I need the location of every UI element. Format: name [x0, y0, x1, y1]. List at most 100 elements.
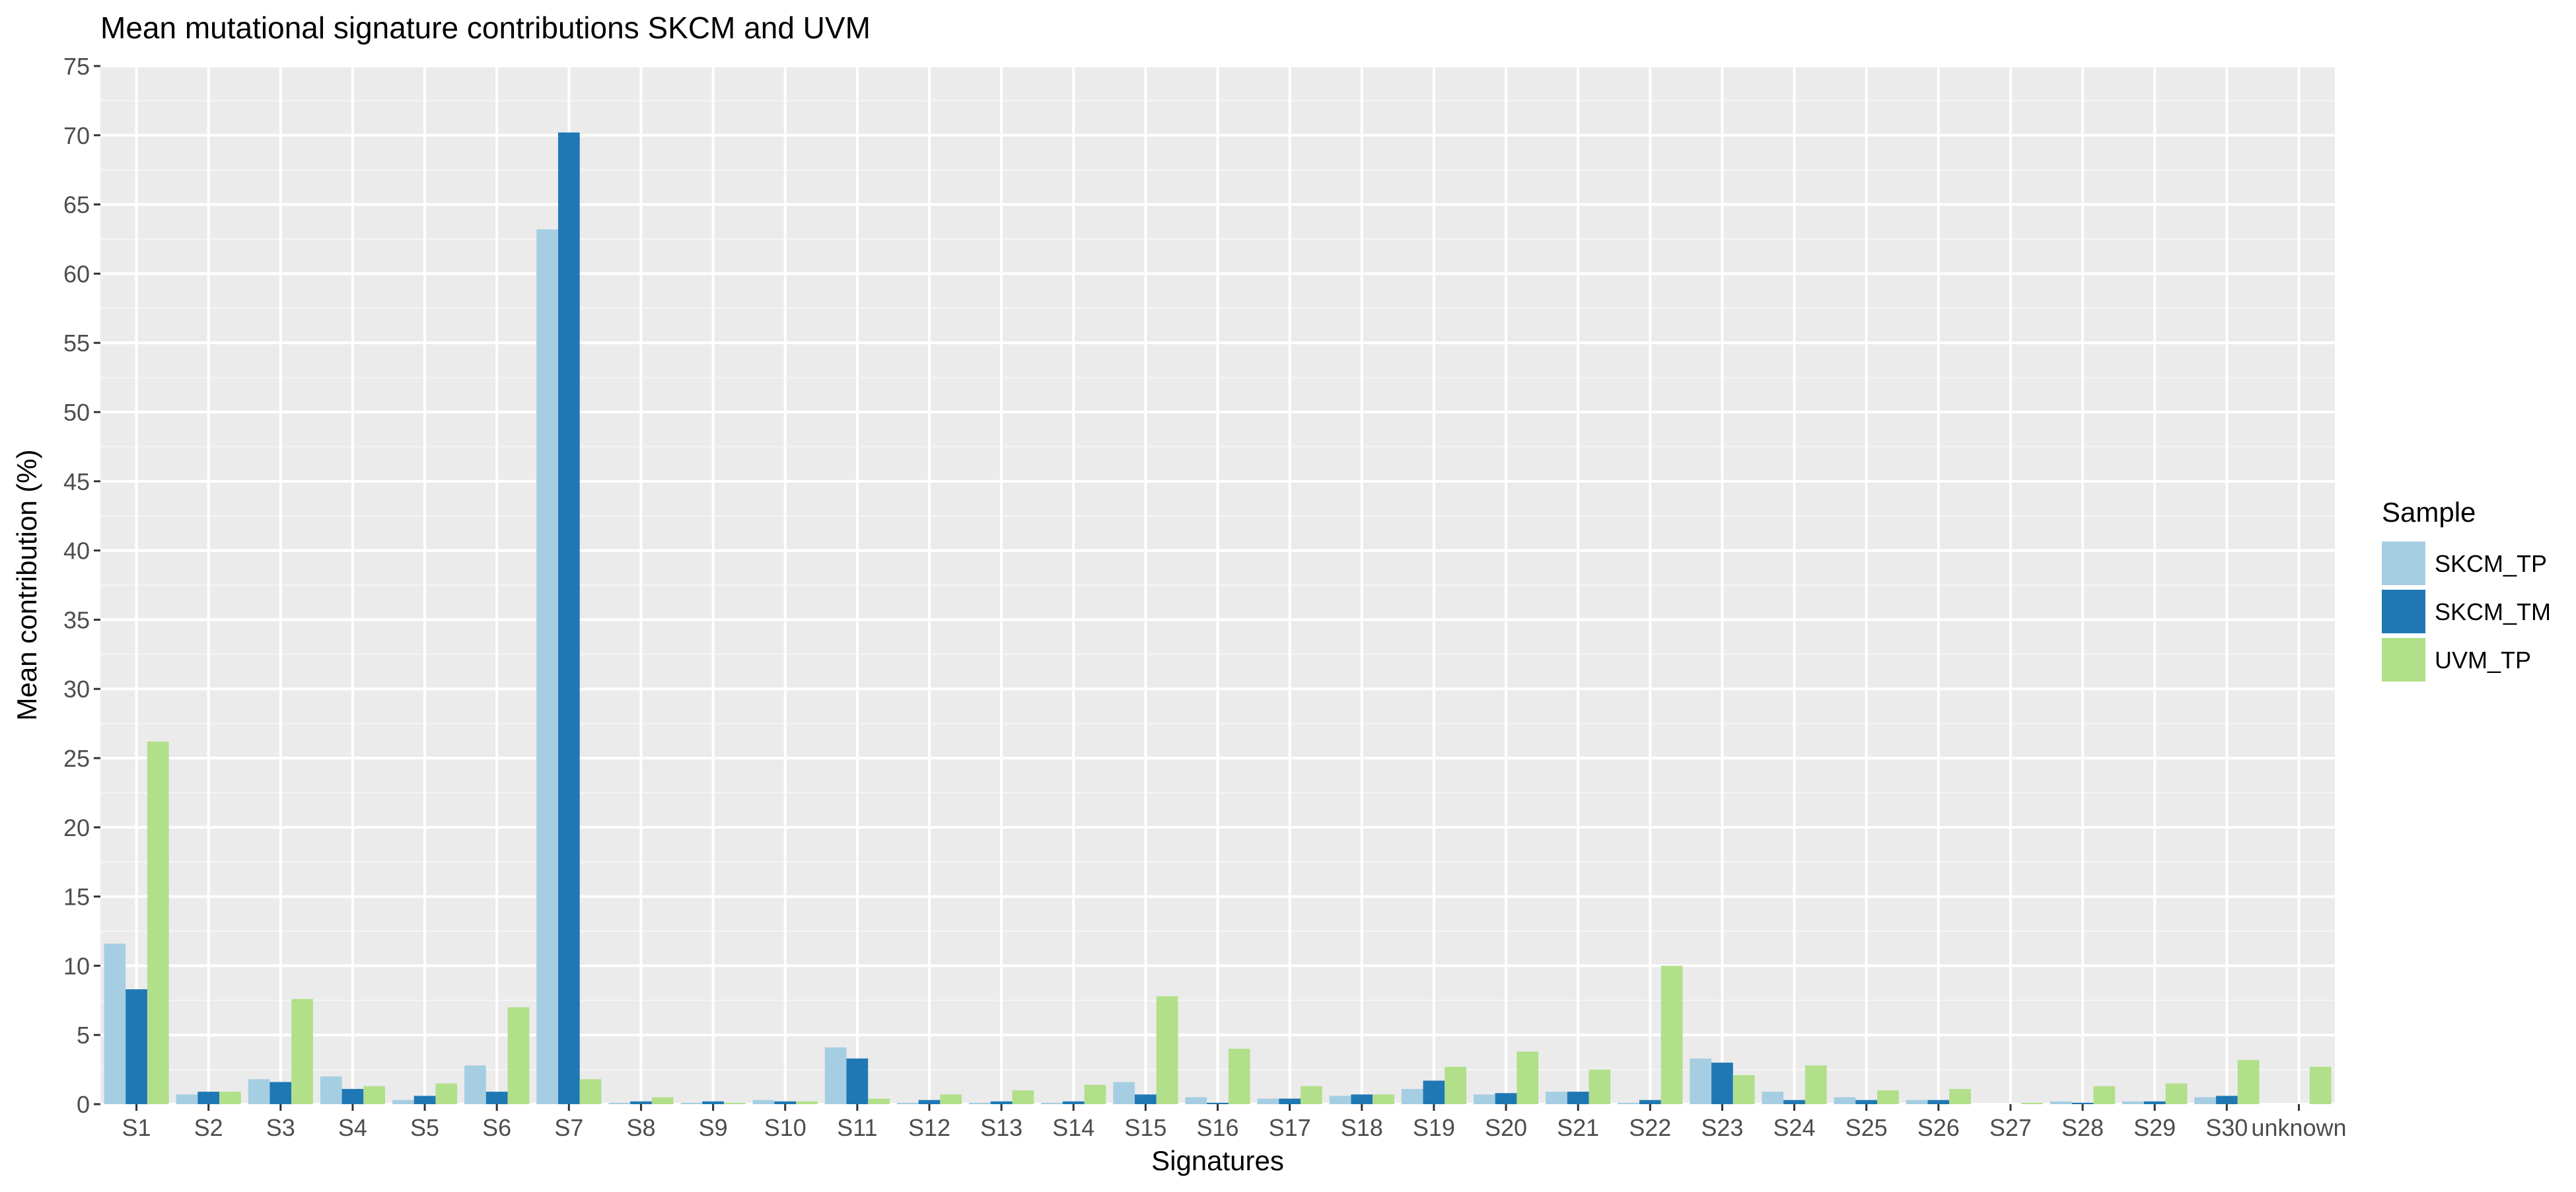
- y-tick-label: 15: [63, 884, 90, 911]
- bar: [1473, 1094, 1495, 1104]
- bar: [1300, 1086, 1322, 1104]
- bar: [1855, 1100, 1878, 1104]
- bar: [824, 1047, 847, 1104]
- x-tick-label: S23: [1701, 1114, 1743, 1141]
- bar: [1351, 1094, 1373, 1104]
- x-tick-label: S7: [554, 1114, 583, 1141]
- x-tick-label: S20: [1485, 1114, 1527, 1141]
- x-tick-label: S21: [1557, 1114, 1599, 1141]
- bar: [363, 1086, 386, 1104]
- y-tick-label: 55: [63, 330, 90, 357]
- bar: [219, 1092, 241, 1104]
- bar: [2309, 1067, 2332, 1104]
- bar: [630, 1101, 652, 1104]
- bar: [248, 1079, 270, 1104]
- bar: [1949, 1088, 1971, 1104]
- bar: [1805, 1065, 1827, 1104]
- y-tick-label: 40: [63, 538, 90, 565]
- bar: [990, 1101, 1013, 1104]
- bar: [1445, 1067, 1466, 1104]
- bar: [291, 999, 313, 1104]
- bar: [536, 229, 558, 1104]
- x-tick-label: S9: [699, 1114, 728, 1141]
- bar: [1661, 965, 1683, 1104]
- x-tick-label: S22: [1629, 1114, 1671, 1141]
- bar: [1135, 1094, 1157, 1104]
- bar: [1834, 1097, 1856, 1104]
- x-tick-label: S29: [2133, 1114, 2176, 1141]
- bar: [1156, 996, 1178, 1104]
- bar: [125, 989, 147, 1104]
- bar: [197, 1092, 220, 1104]
- bar: [1567, 1092, 1589, 1104]
- bar: [1762, 1092, 1784, 1104]
- bar: [1401, 1088, 1423, 1104]
- x-tick-label: S10: [764, 1114, 806, 1141]
- bar: [2093, 1086, 2116, 1104]
- bar: [723, 1102, 746, 1104]
- x-tick-label: S15: [1124, 1114, 1166, 1141]
- y-tick-label: 60: [63, 260, 90, 287]
- bar: [269, 1082, 292, 1104]
- bar: [1877, 1090, 1899, 1104]
- bar: [1711, 1063, 1733, 1104]
- bar: [1228, 1049, 1250, 1104]
- y-tick-label: 30: [63, 676, 90, 703]
- bar: [435, 1083, 458, 1104]
- chart-title: Mean mutational signature contributions …: [100, 11, 871, 45]
- bar: [2165, 1083, 2188, 1104]
- bar: [1113, 1082, 1135, 1104]
- bar: [1546, 1092, 1567, 1104]
- x-tick-label: S1: [122, 1114, 151, 1141]
- bar: [940, 1094, 962, 1104]
- bar: [579, 1079, 602, 1104]
- x-tick-label: S16: [1196, 1114, 1238, 1141]
- x-tick-label: S2: [194, 1114, 223, 1141]
- y-tick-label: 75: [63, 53, 90, 80]
- bar: [1618, 1102, 1639, 1104]
- y-axis-label: Mean contribution (%): [11, 450, 42, 721]
- bar: [1639, 1100, 1661, 1104]
- y-tick-label: 5: [77, 1022, 90, 1049]
- bar: [1041, 1102, 1063, 1104]
- y-tick-label: 35: [63, 606, 90, 633]
- y-tick-label: 20: [63, 814, 90, 841]
- y-tick-label: 25: [63, 745, 90, 772]
- bar: [176, 1094, 198, 1104]
- x-tick-label: S5: [410, 1114, 439, 1141]
- bar: [464, 1065, 486, 1104]
- bar: [341, 1088, 364, 1104]
- bar: [1207, 1102, 1229, 1104]
- bar: [485, 1092, 508, 1104]
- x-tick-label: S8: [626, 1114, 655, 1141]
- bar: [2071, 1102, 2094, 1104]
- legend-title: Sample: [2382, 497, 2476, 528]
- x-tick-label: S12: [908, 1114, 950, 1141]
- x-tick-label: S25: [1845, 1114, 1888, 1141]
- bars-group: [104, 132, 2332, 1104]
- bar: [774, 1101, 797, 1104]
- x-tick-label: S6: [482, 1114, 511, 1141]
- bar: [1589, 1069, 1611, 1104]
- x-tick-label: S26: [1917, 1114, 1960, 1141]
- x-tick-label: S17: [1269, 1114, 1311, 1141]
- bar: [1373, 1094, 1394, 1104]
- bar: [557, 132, 580, 1104]
- x-tick-label: S3: [266, 1114, 295, 1141]
- y-tick-label: 70: [63, 122, 90, 149]
- bar: [796, 1101, 818, 1104]
- bar: [392, 1100, 414, 1104]
- y-tick-label: 50: [63, 399, 90, 426]
- bar: [1257, 1098, 1279, 1104]
- y-tick-label: 65: [63, 192, 90, 219]
- legend-key: [2382, 542, 2425, 585]
- bar: [1185, 1097, 1207, 1104]
- legend-key: [2382, 638, 2425, 682]
- legend-key: [2382, 590, 2425, 633]
- bar: [2215, 1096, 2238, 1104]
- bar: [1733, 1074, 1755, 1104]
- x-tick-label: S14: [1052, 1114, 1094, 1141]
- bar: [846, 1058, 869, 1104]
